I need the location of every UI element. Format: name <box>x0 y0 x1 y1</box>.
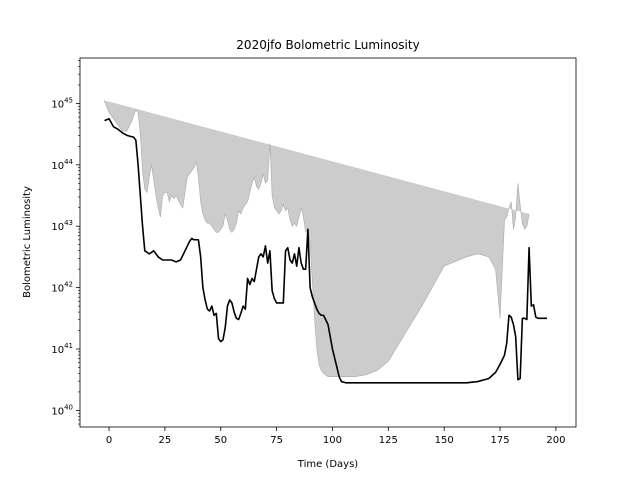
x-tick-label: 175 <box>490 435 509 446</box>
x-tick-label: 50 <box>214 435 227 446</box>
uncertainty-band-layer <box>104 100 530 377</box>
x-tick-label: 125 <box>379 435 398 446</box>
uncertainty-band <box>104 100 530 377</box>
y-tick-label: 1043 <box>51 219 73 233</box>
x-tick-label: 25 <box>159 435 172 446</box>
y-axis-label: Bolometric Luminosity <box>22 186 33 298</box>
x-tick-label: 75 <box>270 435 283 446</box>
y-tick-label: 1042 <box>51 281 73 295</box>
plot-frame <box>79 57 577 428</box>
x-axis-label: Time (Days) <box>297 459 359 470</box>
y-tick-label: 1041 <box>51 342 73 356</box>
x-tick-label: 0 <box>106 435 112 446</box>
x-tick-label: 200 <box>546 435 565 446</box>
y-tick-label: 1045 <box>51 96 73 110</box>
x-tick-label: 100 <box>323 435 342 446</box>
median-luminosity-line <box>104 117 547 384</box>
chart-title: 2020jfo Bolometric Luminosity <box>236 38 419 52</box>
median-line-layer <box>104 117 547 384</box>
y-tick-label: 1040 <box>51 403 73 417</box>
y-tick-label: 1044 <box>51 158 73 172</box>
x-axis: 0 25 50 75 100 125 150 175 200 <box>106 427 565 446</box>
y-axis: 1040 1041 1042 1043 1044 1045 <box>51 60 80 425</box>
x-tick-label: 150 <box>435 435 454 446</box>
